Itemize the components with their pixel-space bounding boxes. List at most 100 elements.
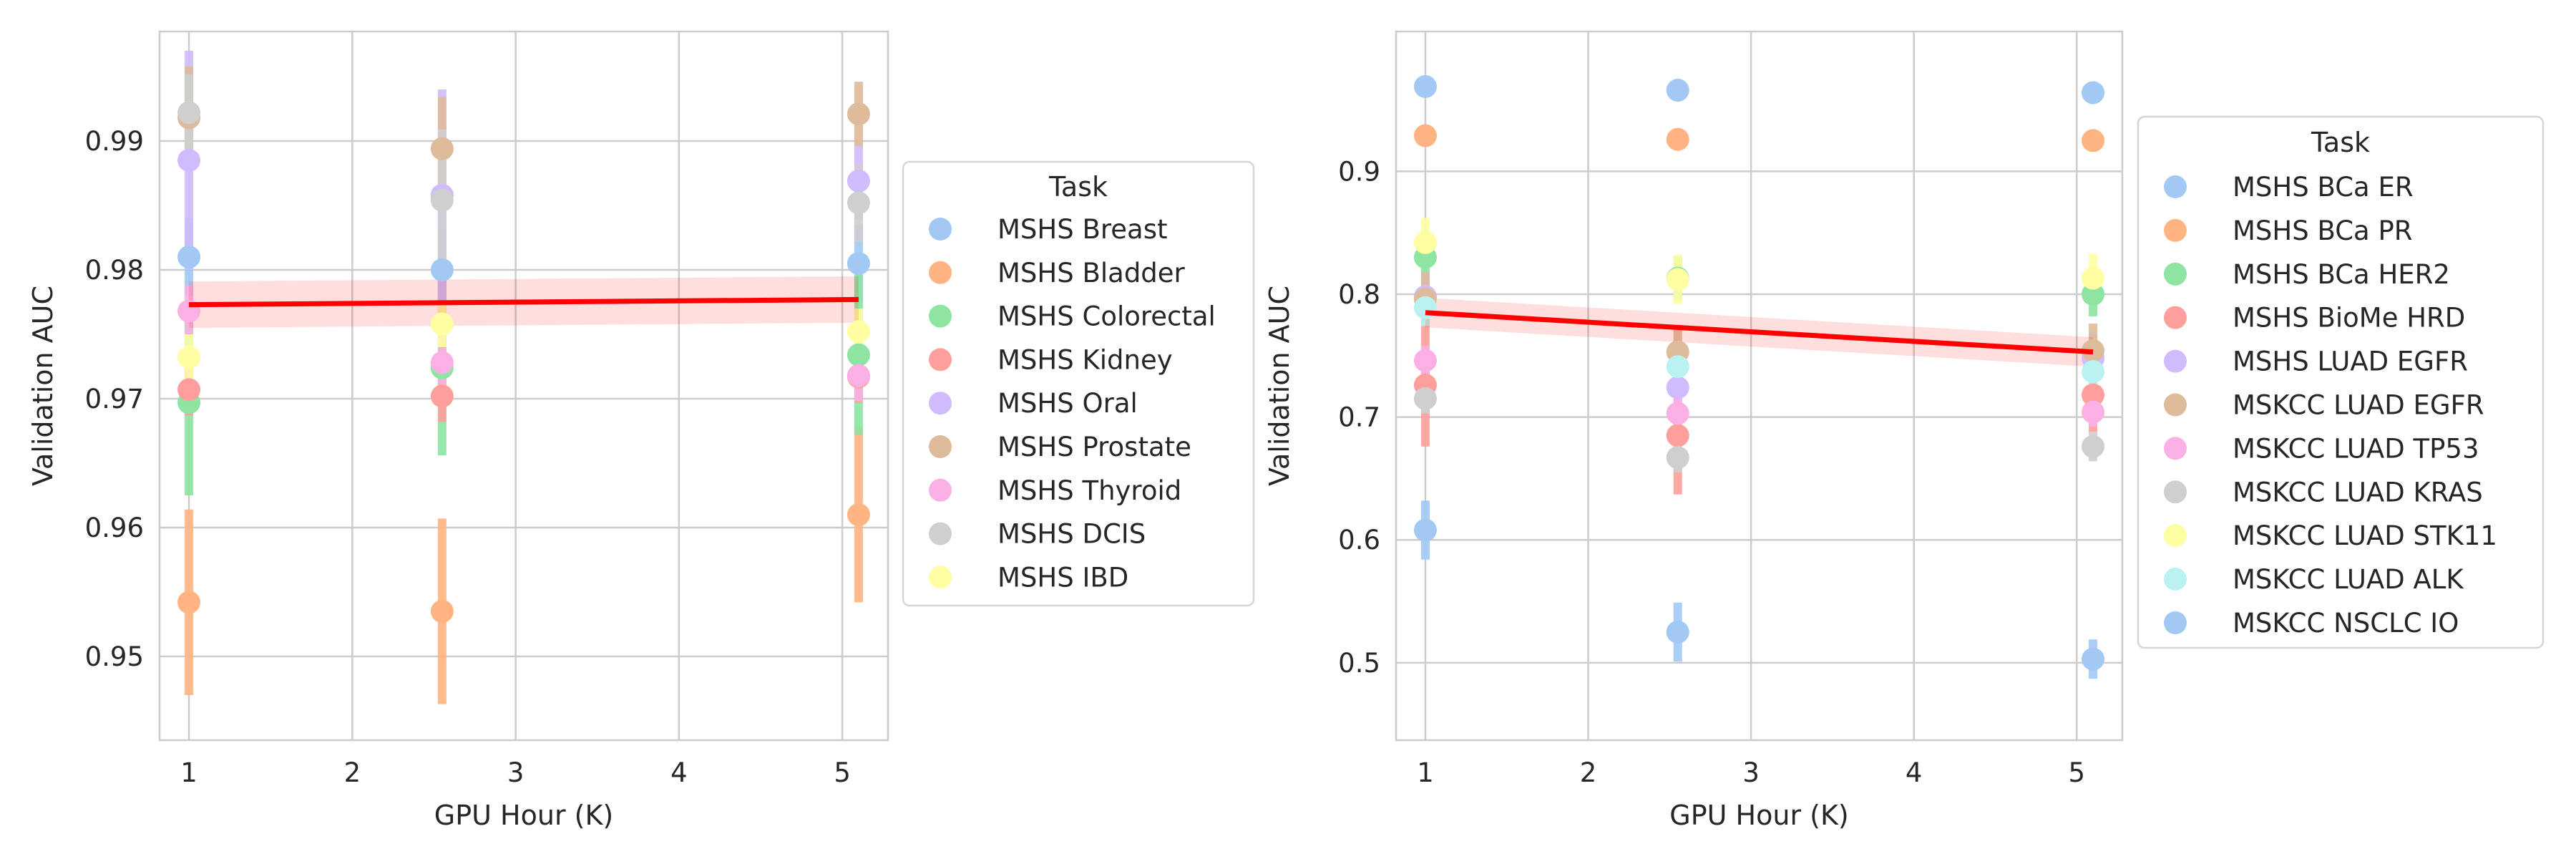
y-tick-label: 0.7 bbox=[1338, 402, 1380, 433]
data-point bbox=[1413, 124, 1437, 147]
legend-marker bbox=[2164, 437, 2187, 460]
legend-label: MSHS BCa ER bbox=[2233, 172, 2414, 203]
legend-box bbox=[2137, 115, 2545, 649]
legend-label: MSHS Breast bbox=[997, 214, 1167, 245]
data-point bbox=[1413, 230, 1437, 254]
legend-marker bbox=[929, 566, 952, 589]
y-tick-label: 0.8 bbox=[1338, 279, 1380, 310]
data-point bbox=[1666, 268, 1689, 291]
data-point bbox=[1666, 355, 1689, 379]
legend-marker bbox=[929, 348, 952, 372]
data-point bbox=[1666, 620, 1689, 644]
legend-marker bbox=[2164, 524, 2187, 548]
data-point bbox=[1666, 424, 1689, 447]
x-tick-label: 3 bbox=[1742, 757, 1760, 788]
x-tick-label: 4 bbox=[1906, 757, 1923, 788]
data-point bbox=[1666, 376, 1689, 399]
legend-title: Task bbox=[2311, 127, 2370, 158]
data-point bbox=[1413, 296, 1437, 319]
data-point bbox=[2082, 400, 2105, 424]
data-point bbox=[2082, 435, 2105, 458]
legend-title: Task bbox=[1048, 171, 1108, 203]
legend-label: MSKCC LUAD KRAS bbox=[2233, 477, 2483, 508]
legend-marker bbox=[929, 522, 952, 545]
legend-label: MSKCC NSCLC IO bbox=[2233, 608, 2459, 639]
data-point bbox=[177, 149, 201, 172]
data-point bbox=[847, 364, 870, 387]
data-point bbox=[847, 102, 870, 126]
data-point bbox=[847, 169, 870, 193]
data-point bbox=[177, 346, 201, 369]
legend-label: MSHS BCa HER2 bbox=[2233, 259, 2450, 290]
data-point bbox=[177, 246, 201, 268]
data-point bbox=[430, 312, 454, 336]
data-point bbox=[847, 191, 870, 215]
legend-label: MSKCC LUAD STK11 bbox=[2233, 520, 2497, 551]
data-point bbox=[430, 258, 454, 281]
legend-marker bbox=[2164, 568, 2187, 591]
legend-marker bbox=[929, 478, 952, 502]
legend-marker bbox=[2164, 611, 2187, 634]
legend-label: MSHS BCa PR bbox=[2233, 215, 2413, 246]
data-point bbox=[2082, 360, 2105, 384]
data-point bbox=[177, 378, 201, 402]
data-point bbox=[847, 252, 870, 275]
legend-label: MSHS DCIS bbox=[997, 519, 1146, 550]
legend-marker bbox=[929, 261, 952, 284]
chart-right: 1 2 3 4 5 0.5 0.6 0.7 0.8 0.9 GPU Hour (K) Validati… bbox=[1264, 30, 2545, 831]
data-point bbox=[1413, 349, 1437, 372]
chart-left: 1 2 3 4 5 0.95 0.96 0.97 0.98 0.99 GPU Hour (K) Val… bbox=[27, 30, 1255, 831]
legend-marker bbox=[2164, 262, 2187, 286]
data-point bbox=[1413, 387, 1437, 410]
data-point bbox=[430, 188, 454, 212]
y-tick-label: 0.99 bbox=[85, 126, 144, 157]
y-tick-label: 0.6 bbox=[1338, 525, 1380, 555]
y-tick-label: 0.96 bbox=[85, 513, 144, 543]
x-tick-label: 2 bbox=[1580, 757, 1597, 788]
y-tick-label: 0.9 bbox=[1338, 156, 1380, 187]
data-point bbox=[2082, 282, 2105, 306]
data-point bbox=[2082, 647, 2105, 671]
y-axis-label: Validation AUC bbox=[1264, 286, 1295, 486]
y-tick-label: 0.98 bbox=[85, 255, 144, 286]
legend-label: MSHS Oral bbox=[997, 388, 1138, 419]
plot-area bbox=[160, 31, 888, 740]
legend-marker bbox=[929, 435, 952, 458]
data-point bbox=[1666, 446, 1689, 470]
data-point bbox=[2082, 383, 2105, 407]
data-point bbox=[1413, 518, 1437, 542]
data-point bbox=[847, 320, 870, 344]
data-point bbox=[847, 503, 870, 526]
x-tick-label: 1 bbox=[180, 757, 197, 788]
legend-marker bbox=[929, 304, 952, 328]
legend-label: MSHS Bladder bbox=[997, 258, 1186, 288]
x-tick-label: 3 bbox=[507, 757, 525, 788]
regression-line bbox=[189, 296, 859, 308]
data-point bbox=[177, 591, 201, 614]
legend-box bbox=[902, 160, 1255, 607]
y-tick-label: 0.5 bbox=[1338, 648, 1380, 679]
data-point bbox=[1666, 79, 1689, 102]
legend-marker bbox=[929, 218, 952, 241]
legend-label: MSHS Thyroid bbox=[997, 475, 1181, 506]
legend-label: MSHS Kidney bbox=[997, 344, 1173, 375]
x-tick-label: 2 bbox=[344, 757, 361, 788]
legend-label: MSHS IBD bbox=[997, 562, 1128, 593]
legend-label: MSKCC LUAD TP53 bbox=[2233, 433, 2479, 464]
data-point bbox=[2082, 266, 2105, 290]
regression-line bbox=[1425, 310, 2094, 355]
data-point bbox=[430, 351, 454, 374]
legend-label: MSHS LUAD EGFR bbox=[2233, 346, 2468, 377]
data-point bbox=[177, 101, 201, 125]
x-tick-label: 5 bbox=[834, 757, 851, 788]
plot-frame bbox=[1395, 30, 2124, 742]
x-tick-label: 4 bbox=[670, 757, 688, 788]
data-point bbox=[847, 343, 870, 367]
x-axis-label: GPU Hour (K) bbox=[1669, 800, 1848, 831]
legend-label: MSHS Prostate bbox=[997, 432, 1191, 462]
y-tick-label: 0.95 bbox=[85, 641, 144, 672]
legend-marker bbox=[2164, 349, 2187, 373]
x-tick-label: 1 bbox=[1417, 757, 1434, 788]
data-point bbox=[2082, 129, 2105, 152]
